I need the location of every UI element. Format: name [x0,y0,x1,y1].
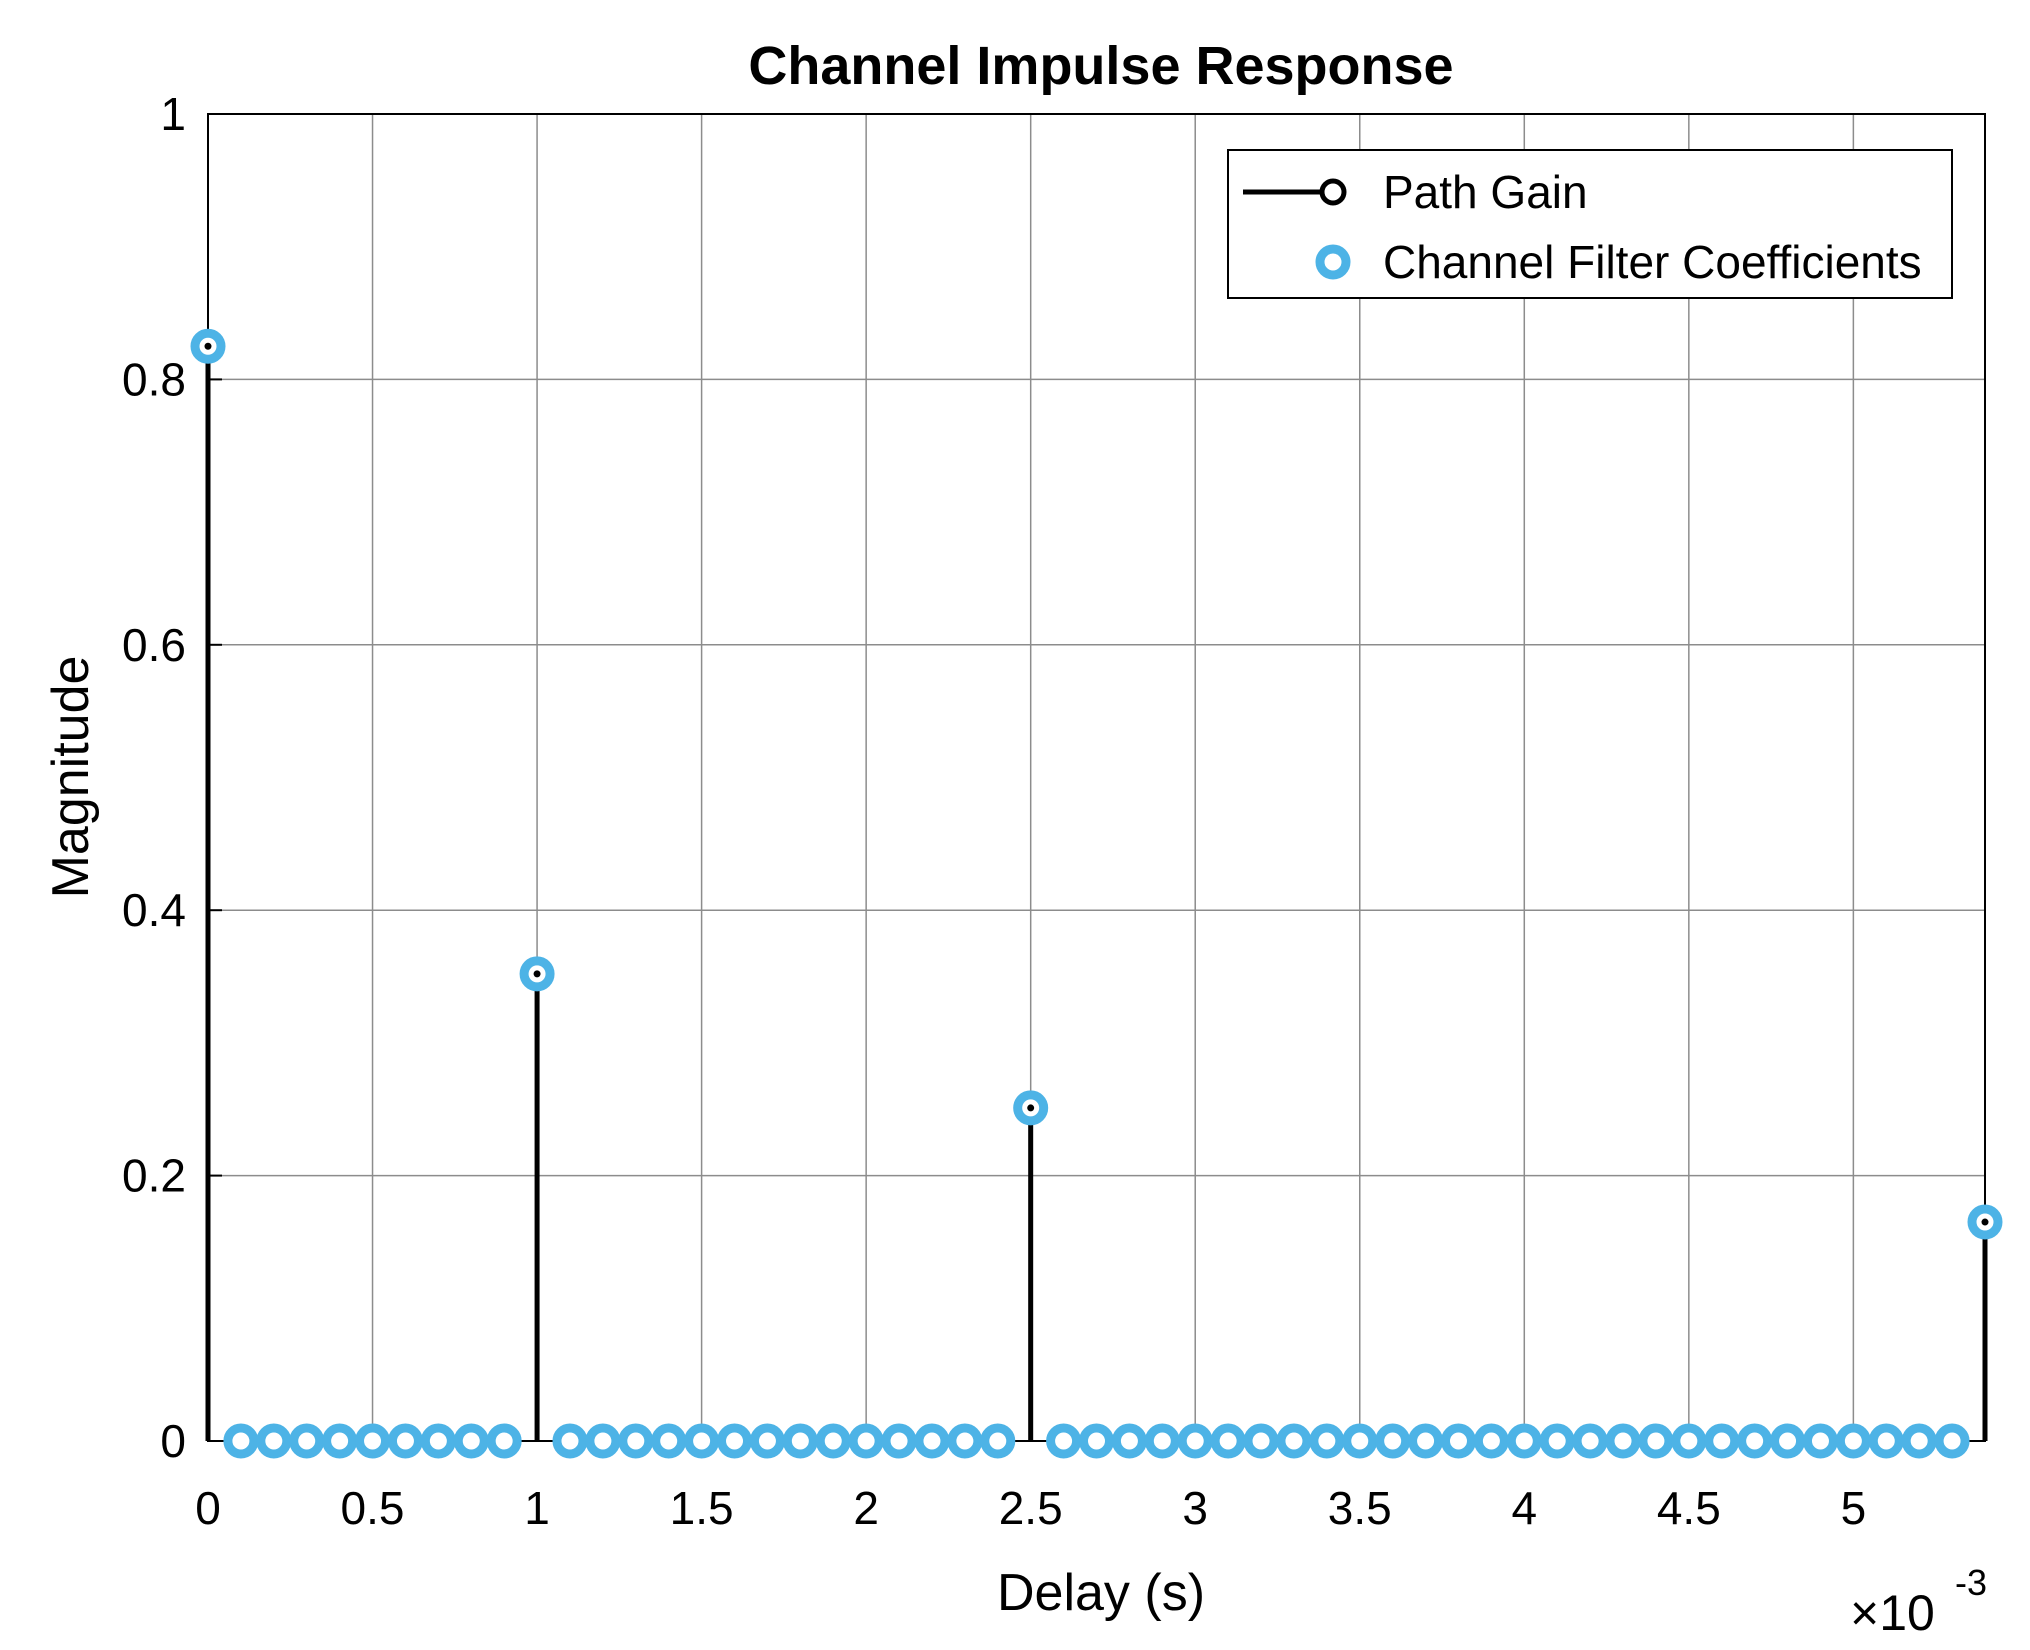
filter-coefficient-marker [651,1423,687,1459]
filter-coefficient-marker [420,1423,456,1459]
legend-path-gain-label: Path Gain [1383,166,1588,218]
filter-coefficient-marker [355,1423,391,1459]
x-tick-label: 1 [524,1482,550,1534]
filter-coefficient-marker [749,1423,785,1459]
filter-coefficient-marker [1309,1423,1345,1459]
y-axis-label: Magnitude [42,656,100,899]
filter-coefficient-marker [1342,1423,1378,1459]
filter-coefficient-marker [1802,1423,1838,1459]
path-gain-stem-head [204,342,212,350]
x-tick-label: 5 [1841,1482,1867,1534]
filter-coefficient-marker [1638,1423,1674,1459]
filter-coefficient-marker [1177,1423,1213,1459]
filter-coefficient-marker [1770,1423,1806,1459]
path-gain-stem-head [1981,1218,1989,1226]
filter-coefficient-marker [782,1423,818,1459]
x-tick-label: 2 [853,1482,879,1534]
x-tick-label: 1.5 [670,1482,734,1534]
filter-coefficient-marker [980,1423,1016,1459]
filter-coefficient-marker [322,1423,358,1459]
x-multiplier-exponent: -3 [1955,1562,1987,1603]
legend-filter-coefficients-label: Channel Filter Coefficients [1383,236,1922,288]
filter-coefficient-marker [1572,1423,1608,1459]
x-axis-multiplier: ×10 -3 [1850,1562,1987,1641]
filter-coefficient-marker [1835,1423,1871,1459]
filter-coefficient-marker [1473,1423,1509,1459]
filter-coefficient-marker [1901,1423,1937,1459]
y-tick-label: 0 [160,1415,186,1467]
filter-coefficient-marker [1671,1423,1707,1459]
chart-title: Channel Impulse Response [748,36,1453,96]
filter-coefficient-marker [256,1423,292,1459]
filter-coefficient-marker [289,1423,325,1459]
filter-coefficient-marker [947,1423,983,1459]
filter-coefficient-marker [848,1423,884,1459]
y-tick-label: 1 [160,88,186,140]
x-tick-label: 0.5 [341,1482,405,1534]
legend-filter-coefficients-marker [1315,244,1351,280]
x-tick-label: 0 [195,1482,221,1534]
filter-coefficient-marker [1276,1423,1312,1459]
filter-coefficient-marker [914,1423,950,1459]
filter-coefficient-marker [1506,1423,1542,1459]
x-tick-label: 4 [1511,1482,1537,1534]
filter-coefficient-marker [1704,1423,1740,1459]
filter-coefficient-marker [387,1423,423,1459]
filter-coefficient-marker [1934,1423,1970,1459]
filter-coefficient-marker [1046,1423,1082,1459]
filter-coefficient-marker [684,1423,720,1459]
filter-coefficient-marker [585,1423,621,1459]
filter-coefficient-marker [552,1423,588,1459]
y-tick-label: 0.4 [122,884,186,936]
filter-coefficient-marker [486,1423,522,1459]
legend-box [1227,149,1953,299]
filter-coefficient-marker [1868,1423,1904,1459]
filter-coefficient-marker [815,1423,851,1459]
path-gain-series [205,346,1988,1441]
filter-coefficient-marker [1210,1423,1246,1459]
filter-coefficient-marker [618,1423,654,1459]
filter-coefficient-marker [1605,1423,1641,1459]
filter-coefficient-marker [1440,1423,1476,1459]
filter-coefficient-marker [717,1423,753,1459]
filter-coefficient-marker [453,1423,489,1459]
filter-coefficient-marker [1737,1423,1773,1459]
y-tick-label: 0.8 [122,353,186,405]
legend: Path Gain Channel Filter Coefficients [1227,149,1953,299]
x-tick-label: 2.5 [999,1482,1063,1534]
filter-coefficient-marker [1144,1423,1180,1459]
filter-coefficient-marker [1111,1423,1147,1459]
legend-path-gain-marker [1319,178,1347,206]
filter-coefficient-marker [1408,1423,1444,1459]
path-gain-stem-head [1027,1104,1035,1112]
y-tick-label: 0.6 [122,619,186,671]
x-multiplier-base: ×10 [1850,1585,1935,1641]
filter-coefficient-marker [223,1423,259,1459]
x-tick-label: 4.5 [1657,1482,1721,1534]
filter-coefficient-marker [1243,1423,1279,1459]
channel-filter-coefficients-series [190,328,2003,1459]
filter-coefficient-marker [881,1423,917,1459]
axis-ticks: 0 0.5 1 1.5 2 2.5 3 3.5 4 4.5 5 0 0.2 0.4 0.6 0.8 1 [122,88,1866,1534]
path-gain-stem-head [533,970,541,978]
filter-coefficient-marker [1079,1423,1114,1459]
x-tick-label: 3.5 [1328,1482,1392,1534]
x-axis-label: Delay (s) [997,1564,1205,1622]
grid [207,113,1985,1442]
y-tick-label: 0.2 [122,1150,186,1202]
filter-coefficient-marker [1539,1423,1575,1459]
x-tick-label: 3 [1182,1482,1208,1534]
filter-coefficient-marker [1375,1423,1411,1459]
